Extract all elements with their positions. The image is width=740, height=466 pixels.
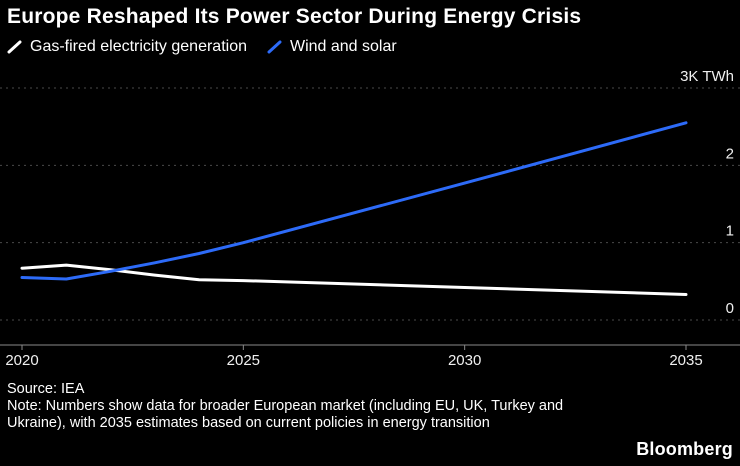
x-axis-tick-label: 2030 [448, 352, 481, 369]
y-axis-tick-label: 0 [726, 300, 734, 317]
series-line-gas [20, 263, 688, 296]
legend-item-wind-solar: Wind and solar [267, 38, 397, 56]
series-line-wind-solar [20, 121, 688, 281]
chart-title: Europe Reshaped Its Power Sector During … [7, 5, 582, 28]
wind-solar-line-swatch-icon [267, 40, 282, 53]
bloomberg-logo: Bloomberg [636, 439, 733, 459]
gas-line-swatch-icon [7, 40, 22, 53]
legend: Gas-fired electricity generation Wind an… [7, 38, 397, 56]
footer: Source: IEA Note: Numbers show data for … [7, 381, 582, 432]
methodology-note: Note: Numbers show data for broader Euro… [7, 398, 564, 431]
legend-item-gas: Gas-fired electricity generation [7, 38, 247, 56]
x-axis-tick-label: 2035 [669, 352, 702, 369]
x-axis-tick-label: 2020 [5, 352, 38, 369]
chart-plot: 3K TWh 2 1 0 2020 2025 2030 2035 [0, 68, 740, 369]
y-axis-tick-label: 2 [726, 145, 734, 162]
source-note: Source: IEA [7, 381, 85, 397]
y-axis-tick-label: 3K TWh [680, 68, 734, 85]
legend-label-gas: Gas-fired electricity generation [30, 38, 247, 55]
y-axis-tick-label: 1 [726, 223, 734, 240]
legend-label-wind-solar: Wind and solar [289, 38, 397, 55]
x-axis-tick-label: 2025 [227, 352, 260, 369]
